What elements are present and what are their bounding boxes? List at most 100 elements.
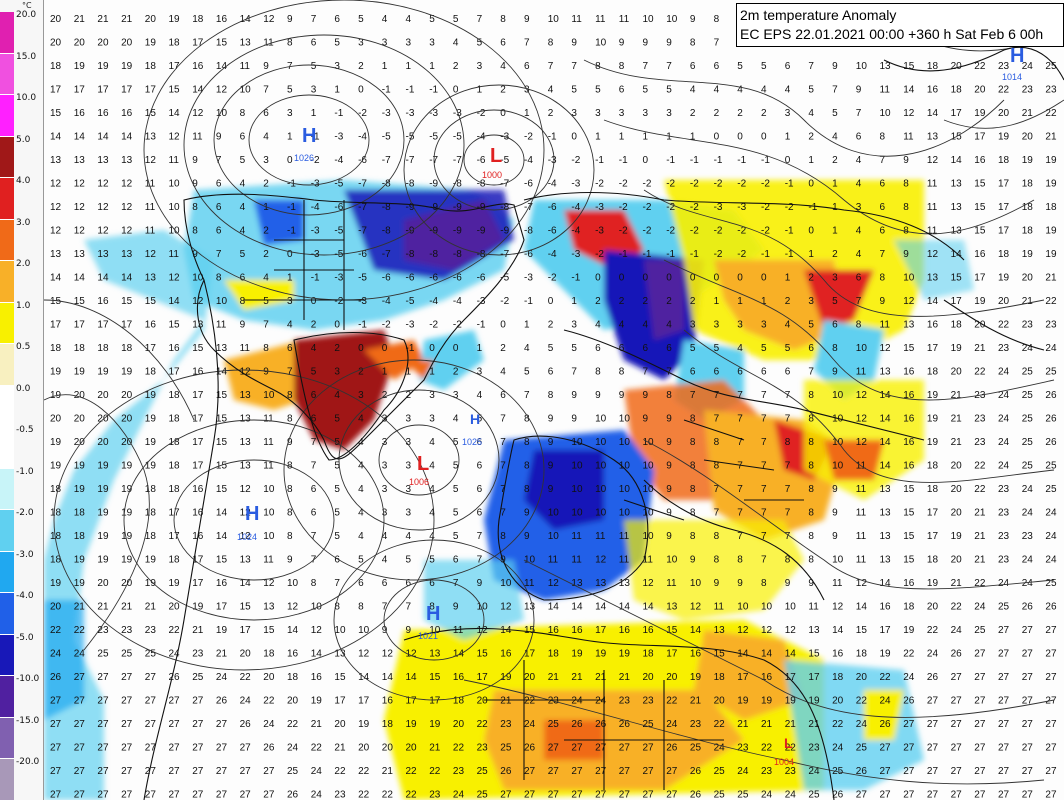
grid-value: 5 bbox=[334, 531, 340, 542]
pressure-center-value: 1006 bbox=[409, 477, 430, 487]
grid-value: -2 bbox=[500, 296, 509, 307]
grid-value: 12 bbox=[856, 390, 868, 401]
grid-value: 27 bbox=[998, 649, 1010, 660]
grid-value: 27 bbox=[74, 719, 86, 730]
grid-value: 0 bbox=[287, 155, 293, 166]
grid-value: 1 bbox=[287, 132, 293, 143]
grid-value: -3 bbox=[595, 202, 604, 213]
grid-value: 21 bbox=[548, 672, 560, 683]
grid-value: 21 bbox=[97, 602, 109, 613]
legend-swatch bbox=[0, 427, 14, 469]
grid-value: 5 bbox=[808, 320, 814, 331]
grid-value: 2 bbox=[263, 226, 269, 237]
grid-value: 8 bbox=[737, 555, 743, 566]
grid-value: 17 bbox=[595, 625, 607, 636]
grid-value: 22 bbox=[50, 625, 62, 636]
grid-value: 9 bbox=[903, 155, 909, 166]
legend-label: -2.0 bbox=[16, 508, 34, 518]
grid-value: 2 bbox=[808, 273, 814, 284]
grid-value: 10 bbox=[169, 202, 181, 213]
grid-value: 3 bbox=[856, 202, 862, 213]
grid-value: 27 bbox=[145, 743, 157, 754]
grid-value: 20 bbox=[358, 743, 370, 754]
grid-value: 4 bbox=[737, 343, 743, 354]
grid-value: 23 bbox=[998, 484, 1010, 495]
grid-value: -2 bbox=[690, 179, 699, 190]
grid-value: 14 bbox=[619, 602, 631, 613]
grid-value: 20 bbox=[74, 390, 86, 401]
grid-value: 4 bbox=[737, 85, 743, 96]
grid-value: -1 bbox=[311, 132, 320, 143]
grid-value: 14 bbox=[287, 625, 299, 636]
grid-value: -9 bbox=[406, 226, 415, 237]
grid-value: 18 bbox=[1022, 202, 1034, 213]
grid-value: 17 bbox=[145, 85, 157, 96]
grid-value: 4 bbox=[761, 85, 767, 96]
grid-value: -1 bbox=[406, 343, 415, 354]
grid-value: 1 bbox=[761, 296, 767, 307]
grid-value: 20 bbox=[998, 296, 1010, 307]
legend-label: -1.0 bbox=[16, 466, 34, 477]
grid-value: 15 bbox=[903, 343, 915, 354]
grid-value: 22 bbox=[358, 790, 370, 801]
grid-value: 12 bbox=[50, 202, 62, 213]
grid-value: 20 bbox=[287, 696, 299, 707]
grid-value: -2 bbox=[571, 155, 580, 166]
grid-value: 16 bbox=[145, 320, 157, 331]
grid-value: 11 bbox=[856, 508, 867, 519]
grid-value: 8 bbox=[500, 14, 506, 25]
grid-value: 24 bbox=[1022, 484, 1034, 495]
grid-value: 9 bbox=[595, 390, 601, 401]
grid-value: 19 bbox=[951, 343, 963, 354]
grid-value: 14 bbox=[50, 132, 62, 143]
grid-value: 14 bbox=[500, 625, 512, 636]
grid-value: 15 bbox=[903, 508, 915, 519]
grid-value: 1 bbox=[429, 367, 435, 378]
grid-value: 4 bbox=[406, 14, 412, 25]
grid-value: 7 bbox=[761, 437, 767, 448]
grid-value: 19 bbox=[121, 484, 133, 495]
grid-value: 6 bbox=[643, 343, 649, 354]
grid-value: 7 bbox=[334, 578, 340, 589]
grid-value: 6 bbox=[761, 367, 767, 378]
grid-value: -2 bbox=[714, 179, 723, 190]
pressure-center-letter: L bbox=[784, 735, 793, 751]
grid-value: 6 bbox=[429, 578, 435, 589]
grid-value: 7 bbox=[737, 484, 743, 495]
grid-value: 19 bbox=[927, 578, 939, 589]
grid-value: 8 bbox=[311, 578, 317, 589]
grid-value: 16 bbox=[453, 672, 465, 683]
grid-value: -5 bbox=[382, 132, 391, 143]
grid-value: 4 bbox=[263, 132, 269, 143]
grid-value: 25 bbox=[477, 766, 489, 777]
grid-value: 24 bbox=[169, 649, 181, 660]
grid-value: 9 bbox=[240, 320, 246, 331]
grid-value: 6 bbox=[524, 61, 530, 72]
grid-value: 16 bbox=[216, 14, 228, 25]
grid-value: 27 bbox=[121, 766, 133, 777]
grid-value: 4 bbox=[382, 531, 388, 542]
grid-value: 23 bbox=[121, 625, 133, 636]
grid-value: -2 bbox=[643, 179, 652, 190]
grid-value: 19 bbox=[1045, 155, 1057, 166]
grid-value: 24 bbox=[453, 790, 465, 801]
grid-value: 17 bbox=[192, 38, 204, 49]
grid-value: 0 bbox=[358, 343, 364, 354]
grid-value: 27 bbox=[1022, 719, 1034, 730]
grid-value: 15 bbox=[216, 390, 228, 401]
grid-value: 27 bbox=[619, 743, 631, 754]
grid-value: -1 bbox=[690, 249, 699, 260]
grid-value: 20 bbox=[97, 38, 109, 49]
grid-value: 11 bbox=[548, 555, 559, 566]
grid-value: 1 bbox=[382, 367, 388, 378]
grid-value: 10 bbox=[571, 461, 583, 472]
grid-value: 6 bbox=[856, 132, 862, 143]
grid-value: 7 bbox=[216, 155, 222, 166]
grid-value: -1 bbox=[714, 155, 723, 166]
grid-value: 22 bbox=[524, 696, 536, 707]
grid-value: 27 bbox=[974, 672, 986, 683]
grid-value: 7 bbox=[785, 484, 791, 495]
grid-value: 17 bbox=[808, 672, 820, 683]
grid-value: 23 bbox=[145, 625, 157, 636]
grid-value: -2 bbox=[761, 202, 770, 213]
